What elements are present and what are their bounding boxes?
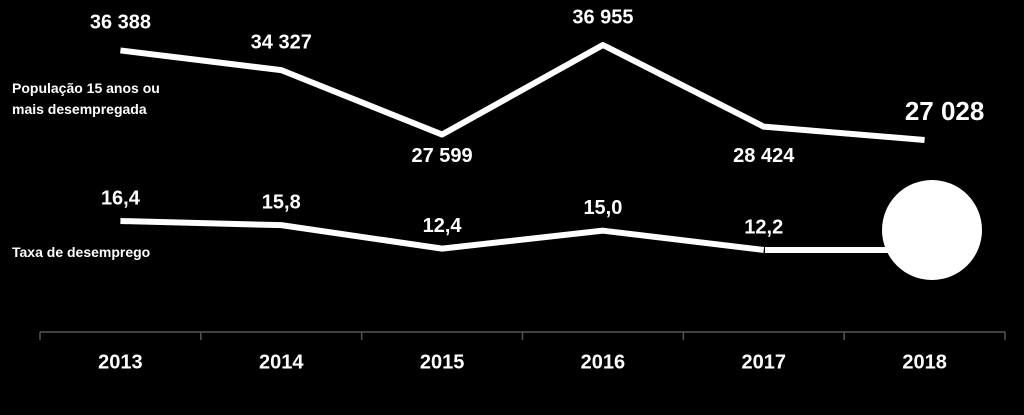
x-tick-label: 2013 (98, 351, 143, 373)
series-name: Taxa de desemprego (12, 244, 151, 260)
value-label: 15,8 (262, 191, 301, 213)
x-tick-label: 2017 (742, 351, 787, 373)
value-label: 12,4 (423, 215, 463, 237)
value-label: 12,2 (744, 216, 783, 238)
x-tick-label: 2016 (581, 351, 626, 373)
series-name: População 15 anos ou mais desempregada (12, 80, 160, 117)
value-label: 27 028 (905, 96, 985, 126)
value-label: 27 599 (411, 145, 472, 167)
value-label: 15,0 (583, 197, 622, 219)
value-label: 36 955 (572, 6, 633, 28)
x-tick-label: 2014 (259, 351, 304, 373)
value-label: 28 424 (733, 145, 795, 167)
value-label: 16,4 (101, 187, 141, 209)
series-line (120, 42, 925, 143)
series-line (120, 218, 765, 253)
highlight-circle (882, 180, 982, 280)
x-tick-label: 2015 (420, 351, 465, 373)
value-label: 36 388 (90, 12, 151, 34)
value-label: 34 327 (251, 31, 312, 53)
x-tick-label: 2018 (902, 351, 947, 373)
